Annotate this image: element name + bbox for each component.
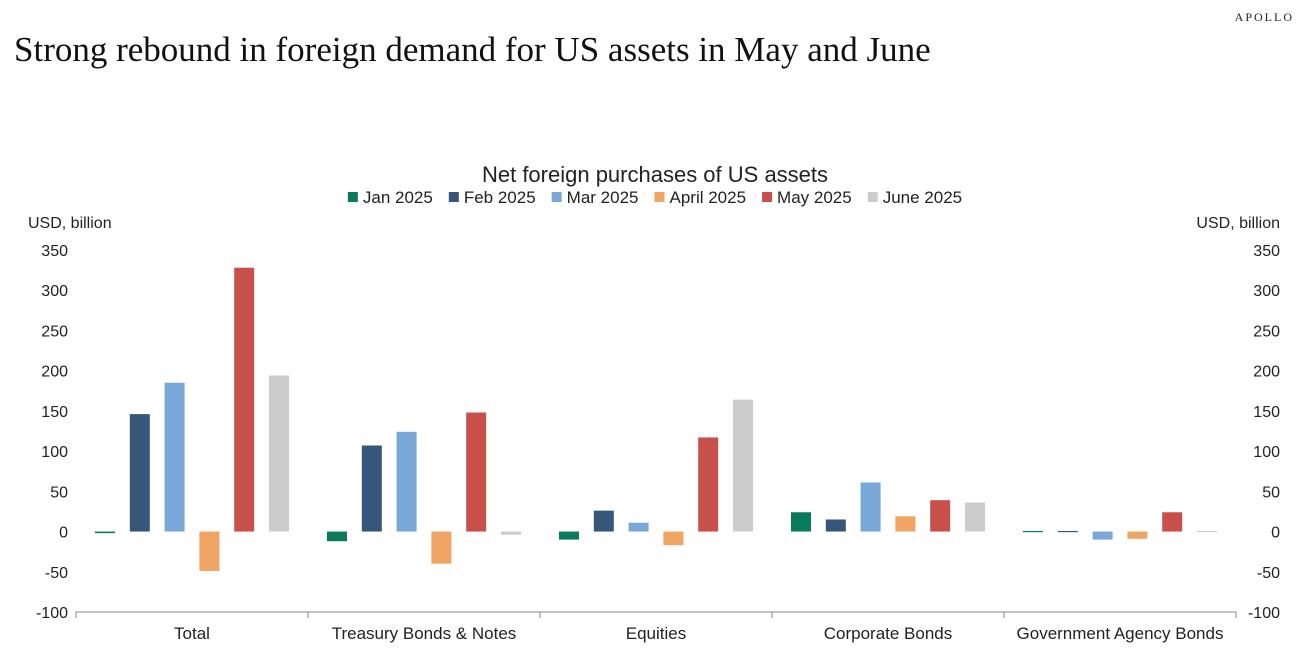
bar (593, 510, 614, 532)
bar (95, 531, 115, 534)
y-tick-label-left: -50 (45, 565, 68, 582)
x-category-label: Corporate Bonds (824, 624, 953, 643)
bar (164, 382, 185, 532)
legend-swatch (867, 192, 878, 202)
bar (501, 531, 521, 535)
bar (1162, 512, 1183, 532)
bar (129, 414, 150, 532)
chart-title: Net foreign purchases of US assets (482, 162, 828, 187)
y-tick-label-right: 0 (1271, 525, 1280, 542)
bar (860, 482, 881, 532)
legend-swatch (654, 192, 665, 202)
y-tick-label-left: 100 (41, 444, 68, 461)
x-axis: Total Treasury Bonds & Notes Equities Corpo… (75, 611, 1237, 643)
y-tick-label-right: -50 (1257, 565, 1280, 582)
legend-label: Feb 2025 (464, 188, 536, 207)
legend-swatch (347, 192, 358, 202)
bars (95, 267, 1217, 571)
y-tick-label-left: 300 (41, 283, 68, 300)
x-category-label: Government Agency Bonds (1017, 624, 1224, 643)
bar (559, 531, 579, 540)
bar (1197, 530, 1217, 533)
y-tick-label-right: 350 (1253, 243, 1280, 260)
y-tick-label-right: 200 (1253, 364, 1280, 381)
y-tick-label-left: 250 (41, 323, 68, 340)
bar (733, 399, 753, 532)
y-tick-label-right: 50 (1262, 484, 1280, 501)
bar (327, 531, 347, 542)
y-tick-label-right: 100 (1253, 444, 1280, 461)
y-axis-label-left: USD, billion (28, 215, 112, 232)
bar (1092, 531, 1113, 540)
bar (361, 445, 382, 532)
legend-label: Mar 2025 (567, 188, 639, 207)
y-axis-right: -100 -50 0 50 100 150 200 250 300 350 (1248, 243, 1280, 622)
bar (663, 531, 684, 546)
y-tick-label-left: 200 (41, 364, 68, 381)
x-category-label: Treasury Bonds & Notes (332, 624, 517, 643)
y-tick-label-left: 350 (41, 243, 68, 260)
legend-label: April 2025 (669, 188, 746, 207)
bar (628, 522, 649, 532)
brand-logo: APOLLO (1234, 10, 1294, 24)
legend-swatch (551, 192, 562, 202)
bar (396, 431, 417, 532)
legend-swatch (448, 192, 459, 202)
y-tick-label-left: -100 (36, 605, 68, 622)
bar (1023, 530, 1043, 533)
bar (1057, 530, 1078, 533)
y-tick-label-right: -100 (1248, 605, 1280, 622)
y-axis-left: -100 -50 0 50 100 150 200 250 300 350 (36, 243, 68, 622)
y-tick-label-right: 250 (1253, 323, 1280, 340)
x-category-label: Total (174, 624, 210, 643)
legend-label: June 2025 (883, 188, 962, 207)
chart-legend: Jan 2025 Feb 2025 Mar 2025 April 2025 May 20… (347, 188, 962, 207)
y-tick-label-left: 150 (41, 404, 68, 421)
bar (930, 500, 951, 532)
legend-label: May 2025 (777, 188, 852, 207)
legend-swatch (762, 192, 773, 202)
bar (825, 519, 846, 532)
y-tick-label-right: 150 (1253, 404, 1280, 421)
bar (466, 412, 487, 532)
x-category-label: Equities (626, 624, 686, 643)
y-tick-label-left: 0 (59, 525, 68, 542)
bar (791, 512, 811, 532)
bar (431, 531, 452, 564)
page-headline: Strong rebound in foreign demand for US … (14, 30, 931, 69)
y-tick-label-left: 50 (50, 484, 68, 501)
y-tick-label-right: 300 (1253, 283, 1280, 300)
legend-label: Jan 2025 (363, 188, 433, 207)
bar (199, 531, 220, 571)
bar (234, 267, 255, 532)
bar (698, 437, 719, 532)
y-axis-label-right: USD, billion (1196, 215, 1280, 232)
bar (269, 375, 289, 532)
bar (895, 516, 916, 532)
bar (1127, 531, 1148, 539)
bar (965, 502, 985, 532)
